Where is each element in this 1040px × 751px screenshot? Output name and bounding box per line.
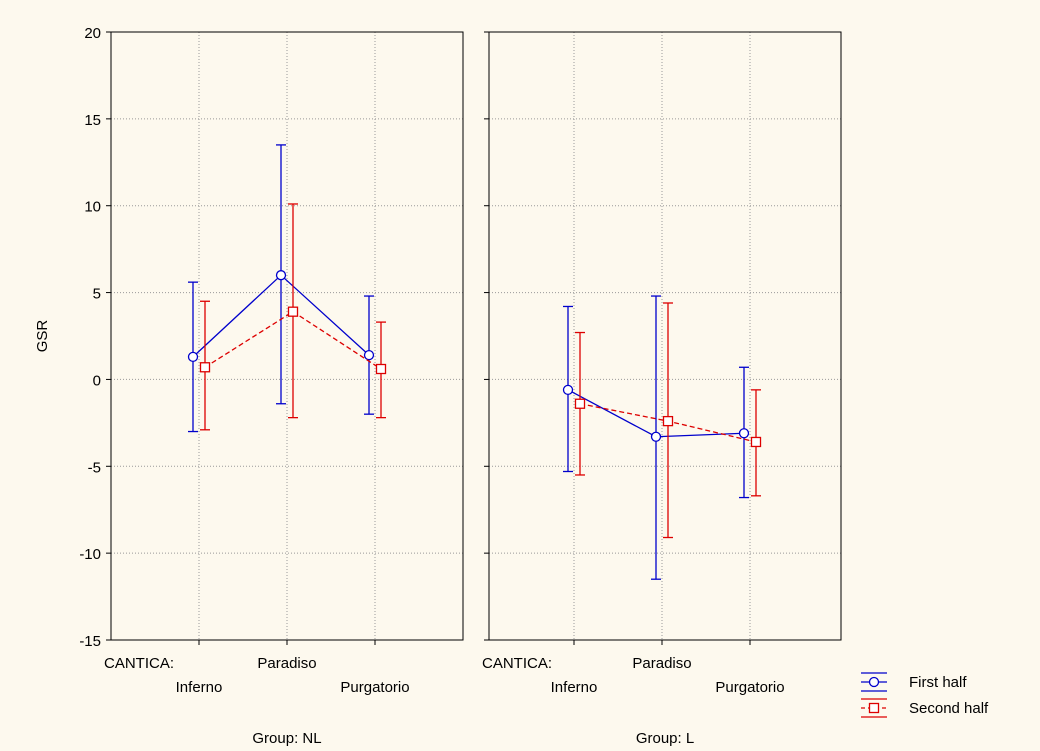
x-category-label: Paradiso: [257, 655, 316, 672]
legend-marker: [868, 702, 880, 714]
x-axis-labels: CANTICA:InfernoParadisoPurgatorioGroup: …: [104, 655, 785, 747]
y-axis-ticks: -15 -10 -5 0 5 10 15 20: [79, 25, 101, 650]
data-point: [738, 428, 750, 439]
x-category-label: Purgatorio: [340, 679, 409, 696]
y-tick-label: 10: [84, 199, 101, 216]
data-point: [187, 351, 199, 362]
data-series: [187, 144, 762, 580]
factor-label: CANTICA:: [482, 655, 552, 672]
data-point: [375, 363, 387, 375]
data-point: [562, 384, 574, 396]
factor-label: CANTICA:: [104, 655, 174, 672]
y-tick-label: -15: [79, 633, 101, 650]
group-label: Group: L: [636, 730, 694, 747]
y-tick-label: -10: [79, 546, 101, 563]
legend-marker: [868, 676, 880, 688]
data-point: [650, 431, 662, 442]
panel-frames: [106, 31, 842, 645]
y-tick-label: 0: [93, 372, 101, 389]
panel-frame: [488, 31, 842, 641]
data-point: [750, 436, 762, 448]
data-point: [574, 398, 586, 409]
y-tick-label: 20: [84, 25, 101, 42]
y-tick-label: -5: [88, 459, 101, 476]
y-tick-label: 5: [93, 286, 101, 303]
legend-label: Second half: [909, 700, 989, 717]
data-point: [662, 415, 674, 427]
x-category-label: Paradiso: [632, 655, 691, 672]
grid-lines: [111, 32, 841, 640]
x-category-label: Inferno: [176, 679, 223, 696]
data-point: [363, 349, 375, 361]
x-category-label: Purgatorio: [715, 679, 784, 696]
legend-label: First half: [909, 674, 967, 691]
y-axis-label: GSR: [34, 320, 51, 353]
legend: First half Second half: [861, 672, 989, 718]
y-tick-label: 15: [84, 112, 101, 129]
x-category-label: Inferno: [551, 679, 598, 696]
data-point: [275, 270, 287, 281]
data-point: [199, 362, 211, 373]
group-label: Group: NL: [252, 730, 321, 747]
data-point: [287, 306, 299, 317]
